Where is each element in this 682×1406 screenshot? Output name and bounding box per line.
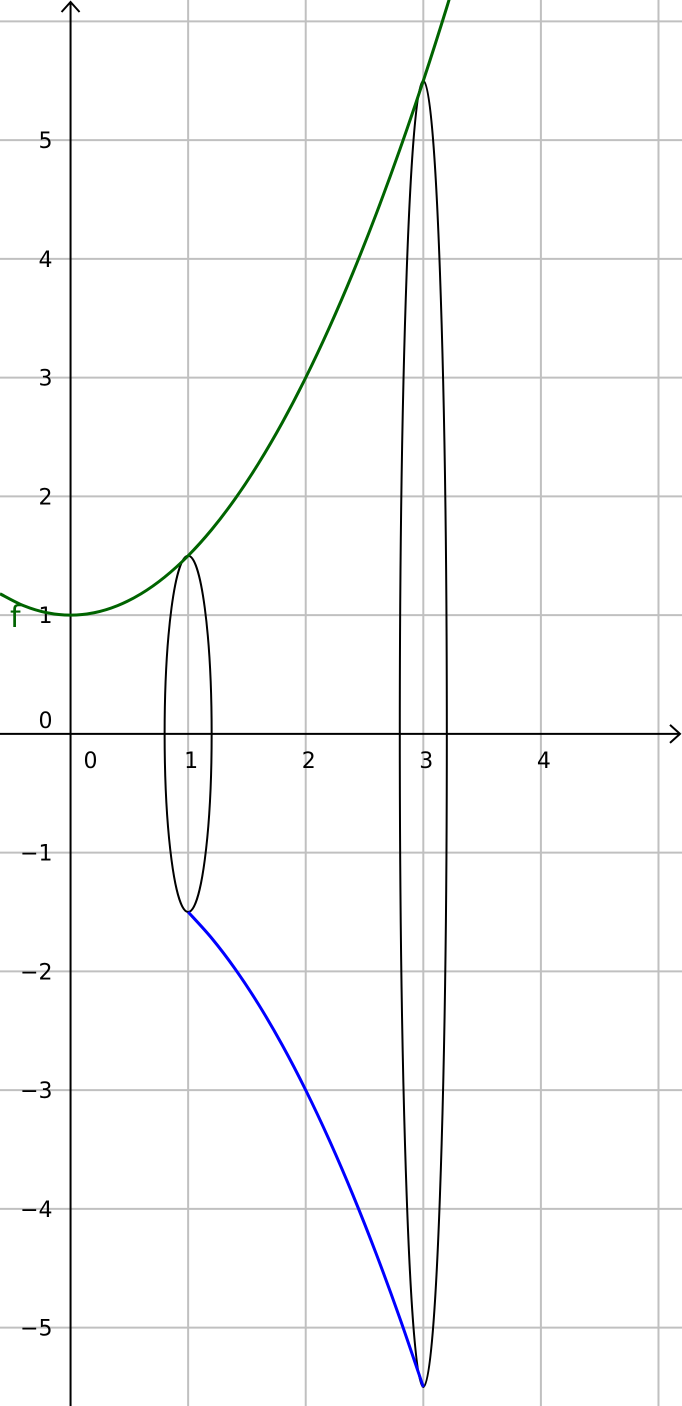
tick-labels: 0 1 2 3 4 −5 −4 −3 −2 −1 1 2 3 4 5 0 xyxy=(20,129,551,1342)
y-tick-label: 3 xyxy=(39,367,53,392)
y-axis-arrow-icon xyxy=(60,0,81,13)
y-tick-label: −4 xyxy=(20,1198,52,1223)
x-axis-arrow-icon xyxy=(669,724,682,744)
x-tick-label: 4 xyxy=(537,749,551,774)
y-tick-label: −5 xyxy=(20,1317,52,1342)
series-line-series-2 xyxy=(187,910,425,1388)
series-line-f xyxy=(0,0,451,617)
x-tick-label: 1 xyxy=(184,749,198,774)
x-tick-label: 3 xyxy=(419,749,433,774)
series-curves: f xyxy=(0,0,451,1388)
y-tick-label: 2 xyxy=(39,485,53,510)
y-tick-label: 1 xyxy=(39,604,53,629)
x-tick-label: 0 xyxy=(84,749,98,774)
y-tick-label: −3 xyxy=(20,1079,52,1104)
x-tick-label: 2 xyxy=(302,749,316,774)
y-tick-label: 5 xyxy=(39,129,53,154)
y-tick-label: −2 xyxy=(20,960,52,985)
origin-label: 0 xyxy=(39,709,53,734)
y-tick-label: 4 xyxy=(39,248,53,273)
series-label-f: f xyxy=(10,600,22,635)
y-tick-label: −1 xyxy=(20,842,52,867)
